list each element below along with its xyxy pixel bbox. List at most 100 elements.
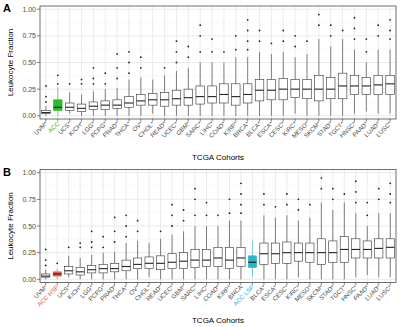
lower-whisker [45, 114, 46, 116]
outlier [114, 241, 116, 243]
x-tick [126, 283, 127, 286]
upper-whisker [283, 52, 284, 79]
upper-whisker [235, 57, 236, 84]
x-tick [164, 119, 165, 122]
lower-whisker [330, 99, 331, 116]
x-tick [378, 119, 379, 122]
y-tick [37, 115, 40, 116]
outlier [240, 212, 242, 214]
upper-whisker [330, 47, 331, 78]
x-tick [332, 283, 333, 286]
outlier [45, 96, 47, 98]
outlier [45, 259, 47, 261]
lower-whisker [309, 262, 310, 279]
outlier [125, 236, 127, 238]
lower-whisker [218, 267, 219, 280]
x-tick [330, 119, 331, 122]
median [54, 107, 63, 108]
x-tick [91, 283, 92, 286]
outlier [137, 220, 139, 222]
outlier [263, 193, 265, 195]
lower-whisker [229, 269, 230, 280]
upper-whisker [69, 92, 70, 103]
upper-whisker [271, 54, 272, 80]
upper-whisker [212, 63, 213, 86]
outlier [176, 51, 178, 53]
x-tick [45, 119, 46, 122]
x-tick [354, 119, 355, 122]
outlier [91, 230, 93, 232]
upper-whisker [45, 270, 46, 274]
x-grid-line [378, 170, 379, 283]
outlier [365, 51, 367, 53]
lower-whisker [307, 99, 308, 116]
median [374, 84, 383, 85]
outlier [389, 193, 391, 195]
median [88, 269, 96, 270]
x-tick [57, 283, 58, 286]
outlier [187, 46, 189, 48]
upper-whisker [321, 203, 322, 239]
y-tick [37, 199, 40, 200]
median [122, 266, 130, 267]
median [294, 252, 302, 253]
y-tick [37, 62, 40, 63]
y-axis-title: Leukocyte Fraction [6, 29, 15, 97]
box [340, 237, 348, 263]
upper-whisker [103, 253, 104, 265]
y-tick-label: 0.00 [22, 112, 36, 119]
x-tick [247, 119, 248, 122]
median [317, 252, 325, 253]
outlier [389, 30, 391, 32]
x-tick [355, 283, 356, 286]
upper-whisker [183, 231, 184, 252]
x-tick [81, 119, 82, 122]
outlier [247, 49, 249, 51]
lower-whisker [183, 269, 184, 280]
x-tick [188, 119, 189, 122]
lower-whisker [271, 100, 272, 116]
x-tick [252, 283, 253, 286]
x-grid-line [283, 6, 284, 119]
box [232, 84, 241, 105]
outlier [206, 202, 208, 204]
box [291, 80, 300, 98]
x-tick [283, 119, 284, 122]
upper-whisker [275, 217, 276, 243]
x-grid-line [307, 6, 308, 119]
lower-whisker [355, 258, 356, 277]
median [326, 89, 335, 90]
lower-whisker [114, 272, 115, 279]
box [243, 84, 252, 103]
x-grid-line [332, 170, 333, 283]
upper-whisker [172, 235, 173, 254]
outlier [320, 177, 322, 179]
median [65, 107, 74, 108]
y-tick-label: 0.75 [22, 32, 36, 39]
lower-whisker [126, 271, 127, 280]
box [317, 239, 325, 265]
upper-whisker [223, 63, 224, 84]
x-tick [259, 119, 260, 122]
upper-whisker [247, 57, 248, 84]
box [113, 100, 122, 109]
median [306, 252, 314, 253]
upper-whisker [164, 75, 165, 92]
outlier [330, 35, 332, 37]
lower-whisker [286, 263, 287, 279]
median [338, 85, 347, 86]
box [225, 247, 233, 268]
box [42, 274, 50, 277]
outlier [240, 204, 242, 206]
outlier [332, 198, 334, 200]
box [122, 260, 130, 271]
box [42, 110, 51, 113]
outlier [318, 14, 320, 16]
median [375, 248, 383, 249]
lower-whisker [105, 109, 106, 115]
x-grid-line [342, 6, 343, 119]
x-tick [378, 283, 379, 286]
box [326, 77, 335, 98]
lower-whisker [247, 103, 248, 116]
median [220, 94, 229, 95]
